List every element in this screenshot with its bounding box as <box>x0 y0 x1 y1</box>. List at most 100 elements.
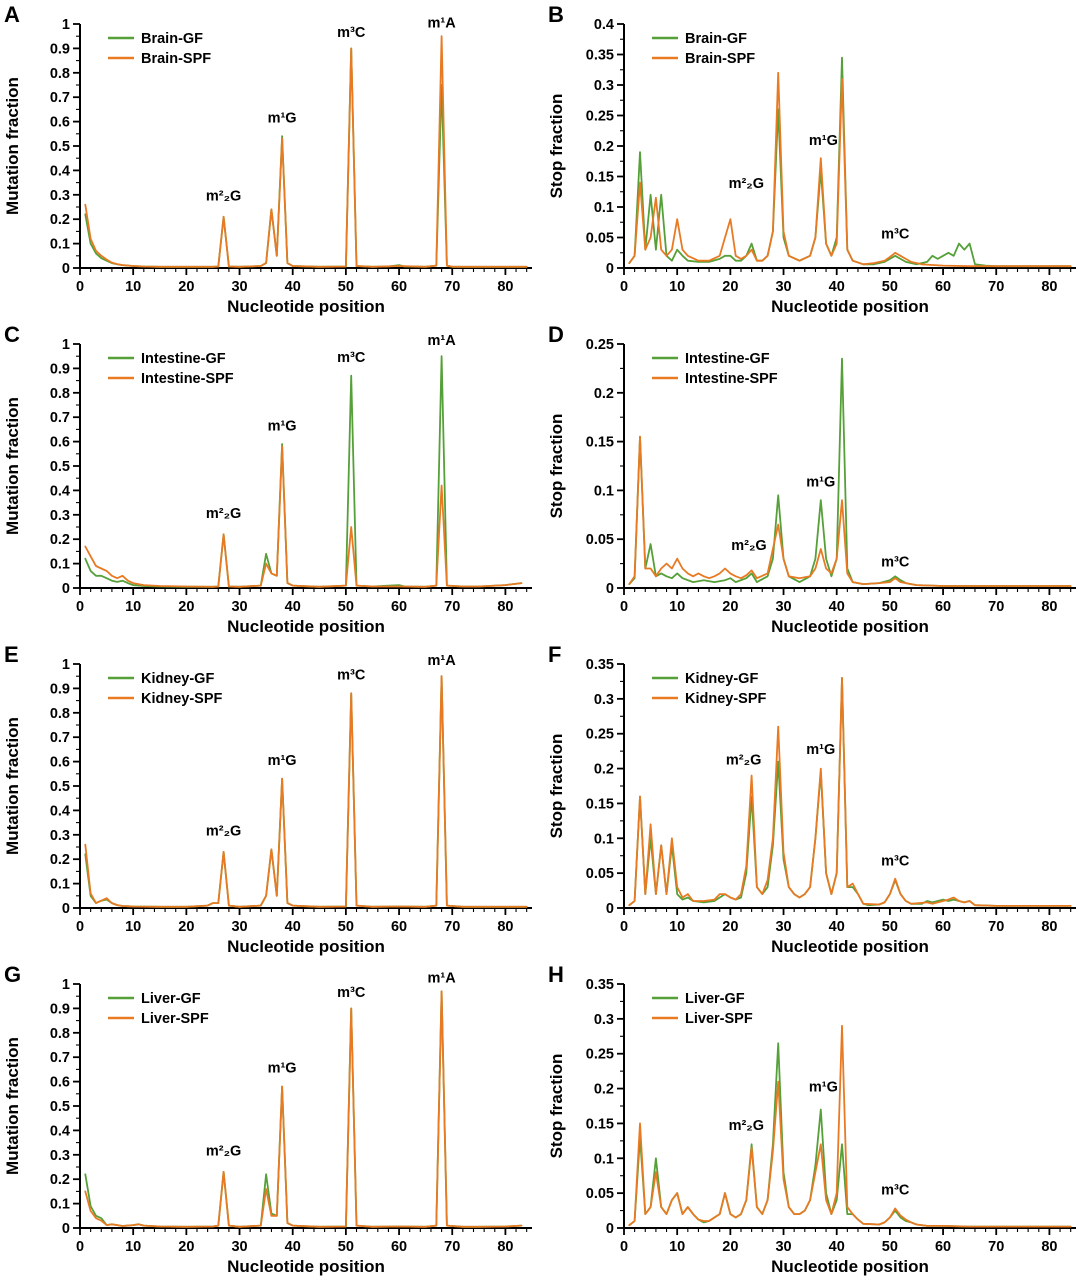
annotation-label: m¹G <box>806 742 835 758</box>
svg-text:0.5: 0.5 <box>50 779 70 795</box>
svg-text:10: 10 <box>669 599 685 615</box>
x-tick-labels: 0 10 20 30 40 50 60 70 80 <box>76 1239 514 1255</box>
svg-text:0.3: 0.3 <box>594 78 614 94</box>
svg-text:0.2: 0.2 <box>50 1172 70 1188</box>
series-group <box>628 677 1072 907</box>
svg-text:0.5: 0.5 <box>50 1099 70 1115</box>
annotation-label: m¹G <box>809 1080 838 1096</box>
annotation-label: m¹G <box>268 753 297 769</box>
svg-text:20: 20 <box>722 1239 738 1255</box>
svg-text:0.4: 0.4 <box>50 163 70 179</box>
series-line-Intestine-SPF <box>628 435 1072 587</box>
svg-text:0.8: 0.8 <box>50 66 70 82</box>
svg-text:60: 60 <box>935 599 951 615</box>
annotation-label: m³C <box>881 226 910 242</box>
svg-text:0.15: 0.15 <box>586 1116 614 1132</box>
svg-text:0.05: 0.05 <box>586 1186 614 1202</box>
panel-H: H 0 10 20 30 40 50 60 70 80 0 0.05 0.1 0.15 0.2 0.25 0.3… <box>544 960 1088 1280</box>
svg-text:20: 20 <box>178 919 194 935</box>
major-ticks <box>73 343 507 595</box>
svg-text:70: 70 <box>988 279 1004 295</box>
legend-label-Liver-GF: Liver-GF <box>141 991 201 1007</box>
svg-text:60: 60 <box>935 919 951 935</box>
svg-text:0.8: 0.8 <box>50 386 70 402</box>
svg-text:0: 0 <box>76 1239 84 1255</box>
panel-chart-E: E 0 10 20 30 40 50 60 70 80 0 0.1 0.2 0.3 0.4 0.5 0.6 0.7… <box>3 642 532 956</box>
major-ticks <box>73 663 507 915</box>
annotation-label: m³C <box>881 1183 910 1199</box>
svg-text:0.1: 0.1 <box>594 200 614 216</box>
annotations: m²₂G m¹G m³C m¹A <box>206 15 456 204</box>
minor-ticks <box>620 680 1072 912</box>
annotation-label: m³C <box>337 25 366 41</box>
x-axis-label: Nucleotide position <box>227 1257 385 1276</box>
panel-B: B 0 10 20 30 40 50 60 70 80 0 0.05 0.1 0.15 0.2 0.25 0.3… <box>544 0 1088 320</box>
svg-text:0.25: 0.25 <box>586 727 614 743</box>
svg-text:0.05: 0.05 <box>586 866 614 882</box>
svg-text:1: 1 <box>62 17 70 33</box>
svg-text:20: 20 <box>178 279 194 295</box>
panel-G: G 0 10 20 30 40 50 60 70 80 0 0.1 0.2 0.3 0.4 0.5 0.6 0.7… <box>0 960 544 1280</box>
annotation-label: m²₂G <box>729 1118 764 1134</box>
svg-text:10: 10 <box>125 1239 141 1255</box>
svg-text:0.3: 0.3 <box>50 188 70 204</box>
svg-text:80: 80 <box>1041 1239 1057 1255</box>
series-group <box>628 357 1072 587</box>
svg-text:0.35: 0.35 <box>586 657 614 673</box>
svg-text:50: 50 <box>338 1239 354 1255</box>
svg-text:0.15: 0.15 <box>586 796 614 812</box>
svg-text:1: 1 <box>62 337 70 353</box>
svg-text:60: 60 <box>391 599 407 615</box>
svg-text:1: 1 <box>62 977 70 993</box>
svg-text:0.7: 0.7 <box>50 1050 70 1066</box>
major-ticks <box>617 983 1051 1235</box>
svg-text:0.4: 0.4 <box>50 803 70 819</box>
svg-text:0.8: 0.8 <box>50 1026 70 1042</box>
svg-text:50: 50 <box>338 599 354 615</box>
svg-text:30: 30 <box>775 599 791 615</box>
svg-text:0.2: 0.2 <box>50 532 70 548</box>
svg-text:80: 80 <box>1041 599 1057 615</box>
y-axis-label: Stop fraction <box>547 414 566 519</box>
annotations: m²₂G m¹G m³C <box>726 742 910 870</box>
svg-text:60: 60 <box>391 919 407 935</box>
y-axis-label: Mutation fraction <box>3 717 22 855</box>
svg-text:0.1: 0.1 <box>50 877 70 893</box>
annotation-label: m³C <box>337 985 366 1001</box>
legend-label-Intestine-GF: Intestine-GF <box>141 351 226 367</box>
panel-D: D 0 10 20 30 40 50 60 70 80 0 0.05 0.1 0.15 0.2 0.25 Nuc… <box>544 320 1088 640</box>
panel-letter: H <box>548 962 564 987</box>
series-line-Brain-GF <box>84 47 528 268</box>
x-tick-labels: 0 10 20 30 40 50 60 70 80 <box>620 1239 1058 1255</box>
svg-text:20: 20 <box>722 599 738 615</box>
svg-text:0.25: 0.25 <box>586 1047 614 1063</box>
legend-label-Brain-GF: Brain-GF <box>685 31 747 47</box>
panel-letter: F <box>548 642 561 667</box>
annotation-label: m²₂G <box>206 506 241 522</box>
svg-text:0.3: 0.3 <box>594 1012 614 1028</box>
svg-text:60: 60 <box>935 279 951 295</box>
series-line-Kidney-SPF <box>84 675 528 908</box>
svg-text:0.6: 0.6 <box>50 115 70 131</box>
svg-text:1: 1 <box>62 657 70 673</box>
series-line-Liver-GF <box>628 1042 1072 1228</box>
svg-text:0.9: 0.9 <box>50 1001 70 1017</box>
series-line-Liver-SPF <box>628 1024 1072 1228</box>
major-ticks <box>617 23 1051 275</box>
panel-letter: B <box>548 2 564 27</box>
x-tick-labels: 0 10 20 30 40 50 60 70 80 <box>76 919 514 935</box>
y-tick-labels: 0 0.1 0.2 0.3 0.4 0.5 0.6 0.7 0.8 0.9 1 <box>50 337 70 597</box>
annotation-label: m¹G <box>268 110 297 126</box>
major-ticks <box>617 663 1051 915</box>
svg-text:80: 80 <box>497 279 513 295</box>
annotations: m²₂G m¹G m³C m¹A <box>206 970 456 1159</box>
svg-text:0.3: 0.3 <box>594 692 614 708</box>
svg-text:0: 0 <box>620 1239 628 1255</box>
svg-text:80: 80 <box>1041 279 1057 295</box>
svg-text:0: 0 <box>620 919 628 935</box>
y-axis-label: Mutation fraction <box>3 397 22 535</box>
series-line-Brain-SPF <box>628 71 1072 268</box>
annotation-label: m¹G <box>809 133 838 149</box>
annotation-label: m²₂G <box>726 753 761 769</box>
